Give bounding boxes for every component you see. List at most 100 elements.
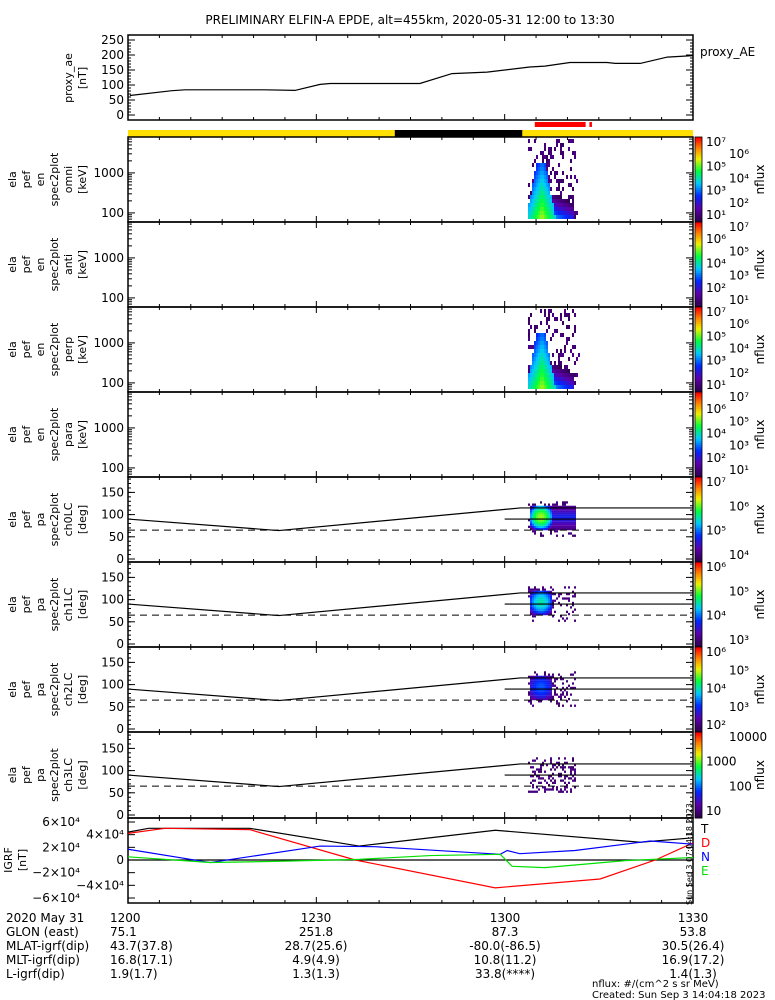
ch1LC-spectrogram-cell: [566, 617, 568, 620]
perp-spectrogram-cell: [544, 341, 546, 345]
ch0LC-spectrogram-cell: [566, 514, 568, 517]
perp-spectrogram-cell: [544, 357, 546, 361]
ch1LC-spectrogram-cell: [542, 586, 544, 589]
ch0LC-spectrogram-cell: [556, 510, 558, 513]
ch0LC-spectrogram-cell: [558, 507, 560, 511]
ch1LC-spectrogram-cell: [538, 612, 540, 616]
ch0LC-spectrogram-cell: [532, 521, 534, 524]
anti-colorbar-cell: [695, 273, 702, 276]
ch0LC-spectrogram-cell: [572, 519, 574, 522]
ch1LC-spectrogram-cell: [542, 610, 544, 613]
perp-spectrogram-cell: [548, 361, 550, 365]
ch1LC-spectrogram-cell: [548, 595, 550, 598]
omni-spectrogram-cell: [542, 195, 544, 199]
ch2LC-spectrogram-cell: [536, 693, 538, 696]
omni-spectrogram-cell: [544, 215, 546, 219]
anti-colorbar-cell: [695, 224, 702, 227]
ch0LC-ytick-label: 50: [109, 530, 124, 544]
perp-spectrogram-cell: [572, 333, 574, 337]
omni-spectrogram-cell: [546, 175, 548, 179]
ch2LC-spectrogram-cell: [548, 693, 550, 696]
omni-spectrogram-cell: [548, 187, 550, 191]
perp-spectrogram-cell: [556, 329, 558, 333]
omni-spectrogram-cell: [572, 211, 574, 215]
ch1LC-spectrogram-cell: [572, 595, 574, 598]
ch1LC-spectrogram-cell: [530, 595, 532, 598]
ch1LC-spectrogram-cell: [532, 597, 534, 600]
ch1LC-colorbar-tick: 10⁵: [729, 584, 749, 598]
ch0LC-spectrogram-cell: [564, 519, 566, 522]
perp-spectrogram-cell: [530, 373, 532, 377]
omni-spectrogram-cell: [538, 211, 540, 215]
perp-spectrogram-cell: [538, 345, 540, 349]
ch1LC-colorbar-cell: [695, 602, 702, 605]
ch3LC-colorbar-cell: [695, 790, 702, 793]
ch0LC-spectrogram-cell: [546, 510, 548, 513]
perp-colorbar-cell: [695, 332, 702, 336]
ch2LC-spectrogram-cell: [534, 675, 536, 679]
ch2LC-spectrogram-cell: [540, 686, 542, 690]
ch2LC-spectrogram-cell: [548, 673, 550, 676]
ch2LC-colorbar-cell: [695, 689, 702, 693]
omni-spectrogram-cell: [558, 179, 560, 183]
ch2LC-spectrogram-cell: [566, 700, 568, 703]
omni-spectrogram-cell: [574, 155, 576, 159]
para-colorbar-cell: [695, 468, 702, 472]
ch0LC-spectrogram-cell: [530, 505, 532, 509]
omni-colorbar-cell: [695, 160, 702, 163]
orbit-shadow-bar: [394, 130, 523, 137]
para-ytick-label: 100: [101, 461, 124, 475]
ch0LC-spectrogram-cell: [558, 525, 560, 528]
perp-spectrogram-cell: [550, 309, 552, 313]
ch3LC-ylabel-line: ch3LC: [62, 758, 75, 792]
omni-spectrogram-cell: [540, 203, 542, 207]
para-colorbar-cell: [695, 451, 702, 455]
footer-row-value: 1.4(1.3): [669, 967, 717, 981]
ch2LC-spectrogram-cell: [548, 682, 550, 685]
ch2LC-colorbar-cell: [695, 727, 702, 731]
ch0LC-spectrogram-cell: [550, 530, 552, 533]
ch0LC-colorbar-cell: [695, 515, 702, 518]
ch0LC-colorbar-cell: [695, 545, 702, 548]
ch0LC-spectrogram-cell: [556, 521, 558, 524]
ch0LC-spectrogram-cell: [560, 505, 562, 509]
omni-spectrogram-cell: [572, 151, 574, 155]
ch2LC-spectrogram-cell: [560, 695, 562, 698]
para-colorbar-cell: [695, 432, 702, 435]
omni-spectrogram-cell: [542, 215, 544, 219]
igrf-legend-N: N: [701, 850, 710, 864]
anti-colorbar-cell: [695, 253, 702, 257]
ch1LC-spectrogram-cell: [530, 592, 532, 596]
perp-spectrogram-cell: [566, 313, 568, 317]
ch2LC-colorbar-cell: [695, 649, 702, 652]
perp-spectrogram-cell: [538, 337, 540, 341]
ch2LC-spectrogram-cell: [556, 700, 558, 703]
omni-spectrogram-cell: [568, 139, 570, 143]
omni-spectrogram-cell: [556, 139, 558, 143]
omni-spectrogram-cell: [536, 215, 538, 219]
perp-spectrogram-cell: [554, 377, 556, 381]
omni-spectrogram-cell: [546, 211, 548, 215]
perp-spectrogram-cell: [534, 349, 536, 353]
ch1LC-spectrogram-cell: [568, 612, 570, 616]
ch0LC-colorbar-cell: [695, 521, 702, 525]
proxy-ae-ytick-label: 200: [101, 48, 124, 62]
ch2LC-colorbar-cell: [695, 653, 702, 656]
omni-spectrogram-cell: [548, 195, 550, 199]
ch0LC-spectrogram-cell: [532, 525, 534, 528]
perp-spectrogram-cell: [546, 353, 548, 357]
ch3LC-spectrogram-cell: [530, 775, 532, 778]
ch3LC-spectrogram-cell: [572, 766, 574, 769]
ch0LC-spectrogram-cell: [550, 505, 552, 509]
ch3LC-spectrogram-cell: [564, 775, 566, 778]
ch2LC-colorbar-tick: 10⁶: [706, 645, 726, 659]
omni-ylabel-line: ela: [6, 171, 19, 188]
perp-spectrogram-cell: [542, 373, 544, 377]
omni-colorbar-cell: [695, 213, 702, 217]
ch1LC-colorbar-cell: [695, 610, 702, 614]
omni-spectrogram-cell: [528, 211, 530, 215]
perp-spectrogram-cell: [560, 373, 562, 377]
ch0LC-spectrogram-cell: [574, 512, 576, 515]
omni-spectrogram-cell: [540, 215, 542, 219]
